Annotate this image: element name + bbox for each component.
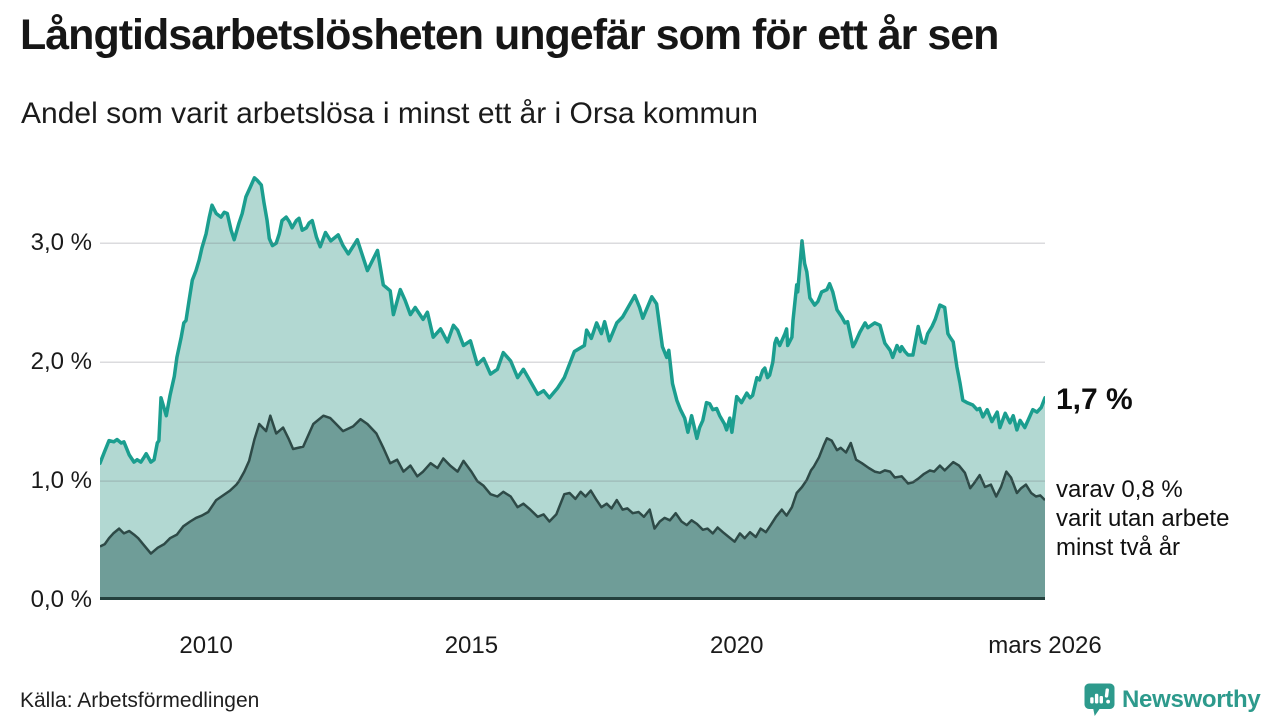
x-axis-label: 2015 [444, 632, 499, 659]
two-year-annotation-line: varit utan arbete [1056, 505, 1230, 532]
x-axis-label: 2010 [179, 632, 233, 659]
y-axis-label: 0,0 % [30, 586, 92, 613]
chart-subtitle: Andel som varit arbetslösa i minst ett å… [21, 97, 758, 130]
x-axis-label: mars 2026 [988, 632, 1102, 659]
x-axis-label: 2020 [710, 632, 764, 659]
y-axis-label: 1,0 % [30, 467, 92, 495]
y-axis-label: 3,0 % [30, 229, 92, 257]
source-attribution: Källa: Arbetsförmedlingen [20, 689, 260, 712]
chart-plot-area [98, 160, 1047, 601]
two-year-line [99, 414, 1046, 555]
two-year-annotation: varav 0,8 % varit utan arbete minst två … [1056, 475, 1276, 562]
unemployment-area-chart [98, 176, 1047, 601]
two-year-area [100, 415, 1045, 600]
page-title: Långtidsarbetslösheten ungefär som för e… [20, 11, 999, 59]
two-year-annotation-line: varav 0,8 % [1056, 476, 1183, 503]
y-axis-label: 2,0 % [30, 348, 92, 376]
latest-value-annotation: 1,7 % [1056, 383, 1133, 416]
newsworthy-logo[interactable]: Newsworthy [1084, 682, 1261, 718]
two-year-annotation-line: minst två år [1056, 534, 1181, 561]
one-year-line [98, 176, 1047, 465]
newsworthy-logo-text: Newsworthy [1122, 686, 1261, 713]
newsworthy-logo-icon [1084, 683, 1115, 717]
